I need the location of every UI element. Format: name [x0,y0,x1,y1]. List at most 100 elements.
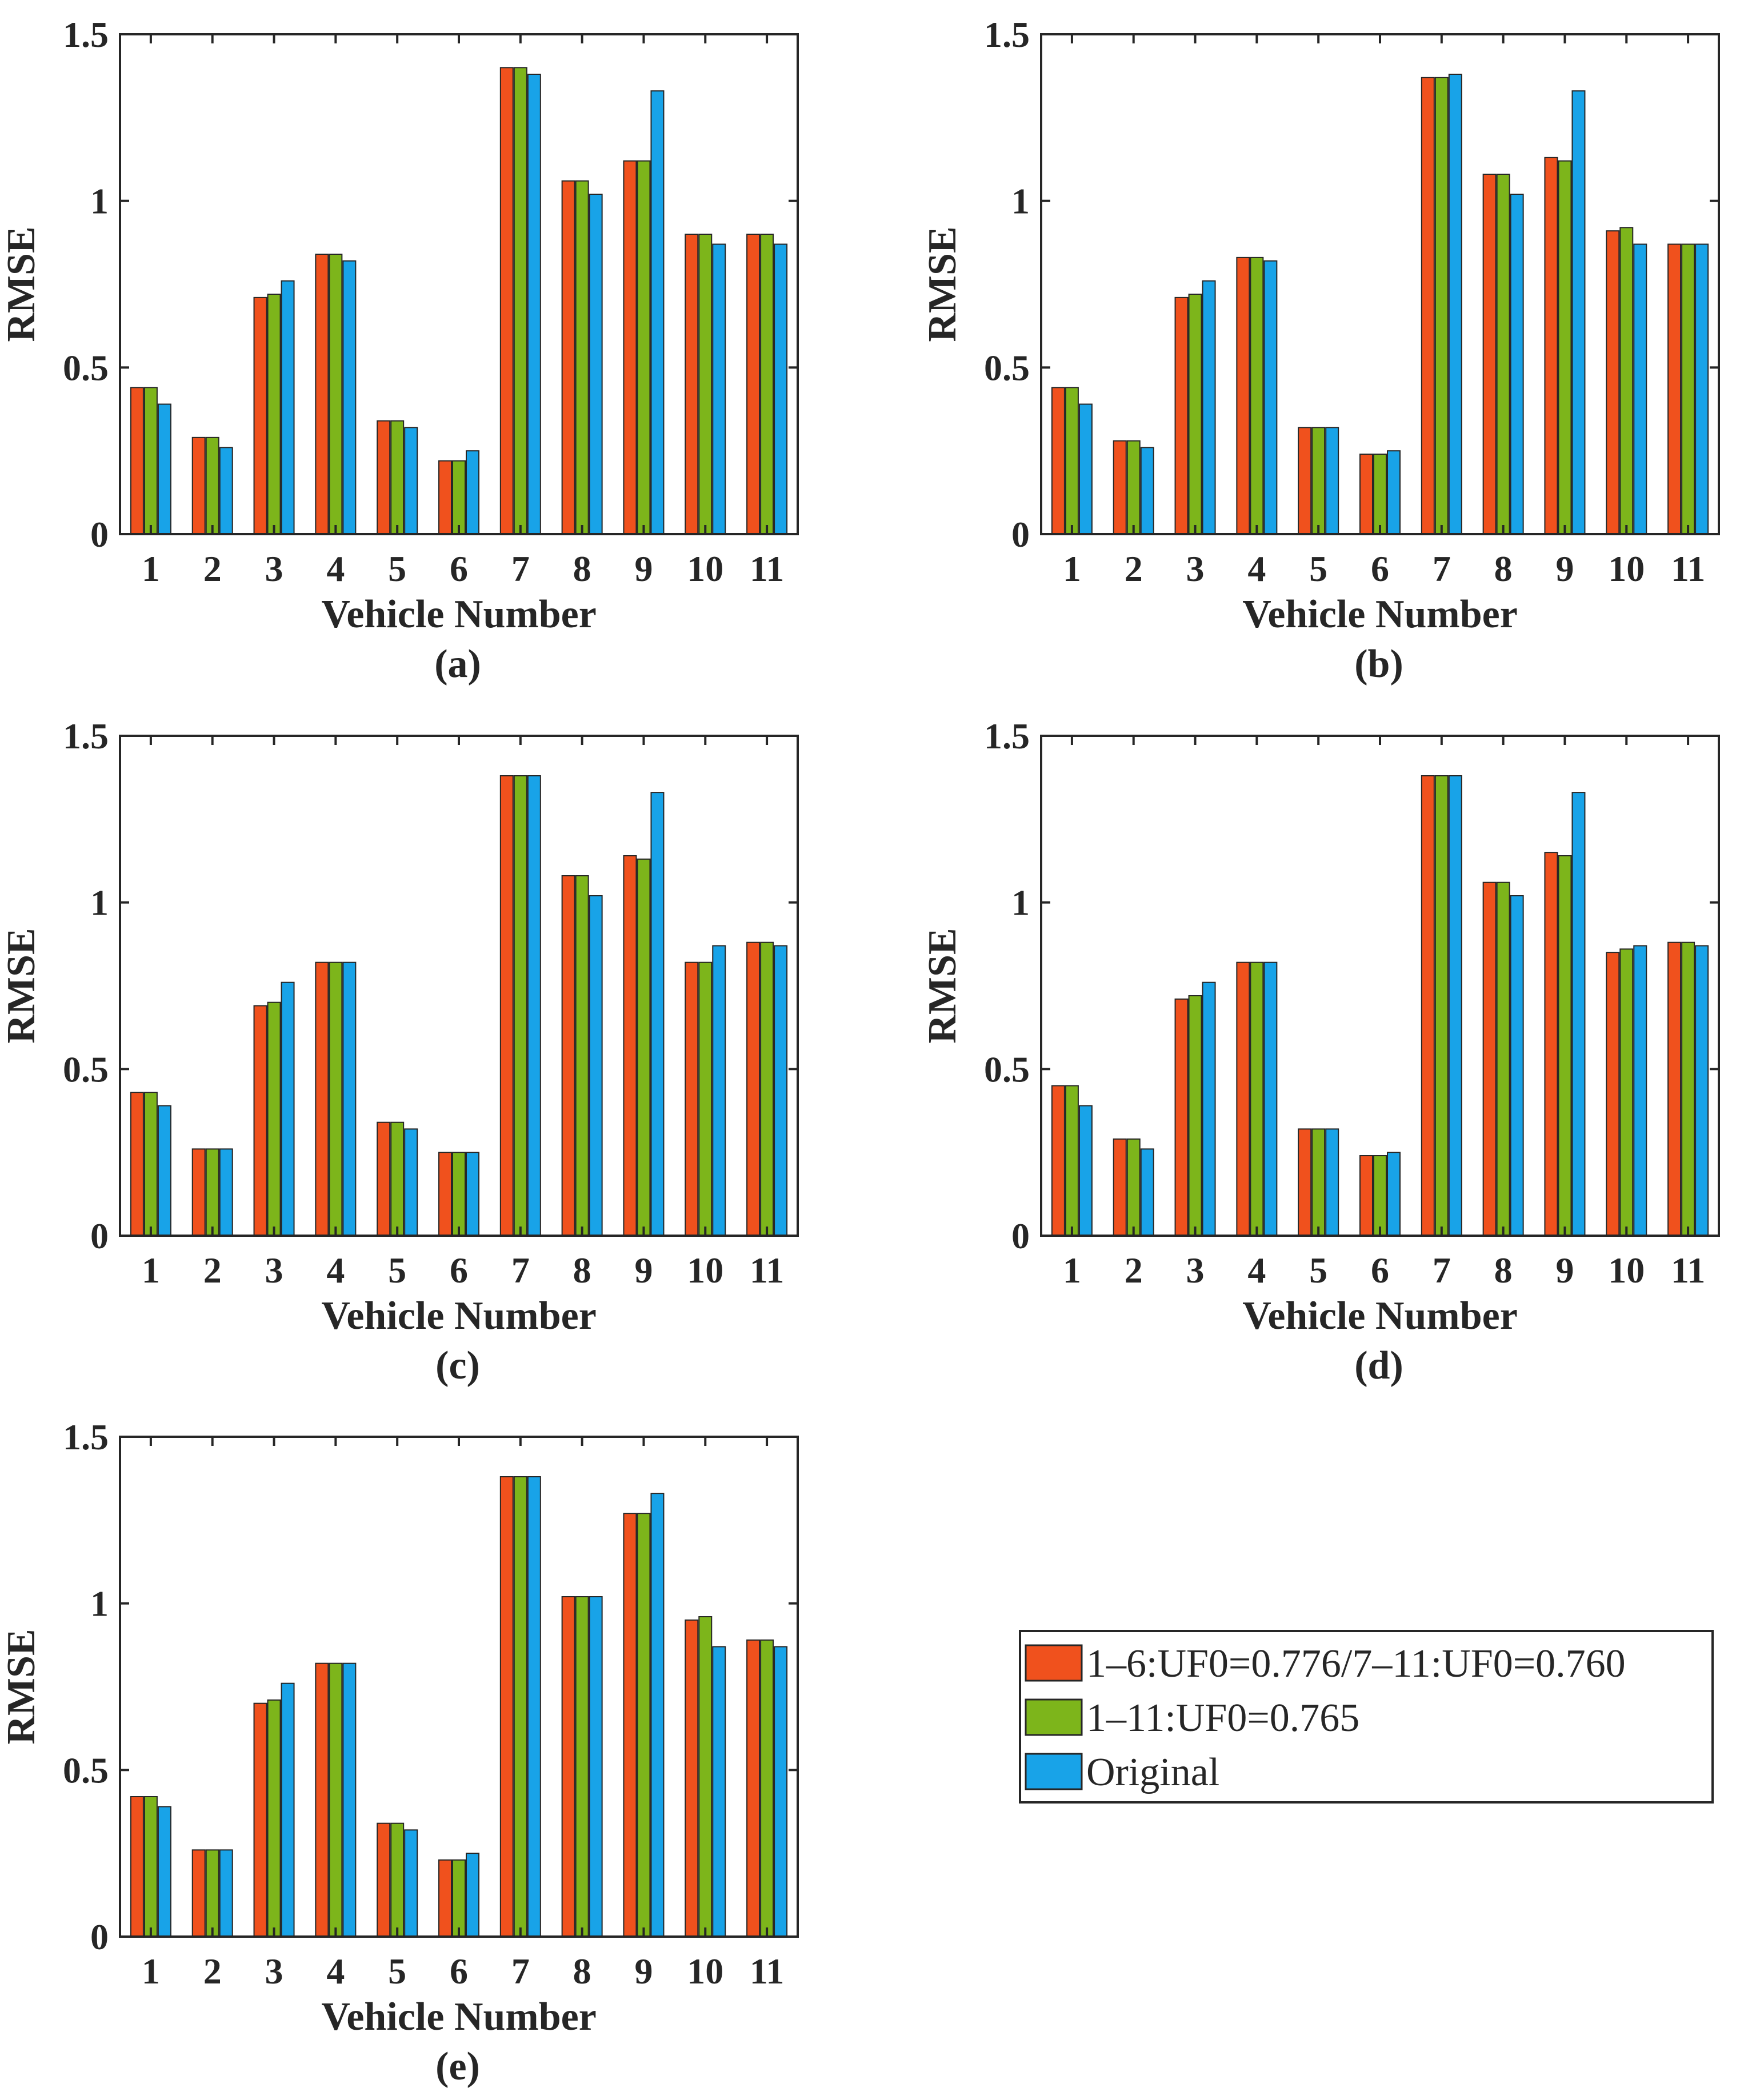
bar [143,1796,158,1937]
bar [1695,945,1709,1236]
bar [466,1853,479,1938]
bar [390,1822,405,1938]
bar [1250,257,1264,535]
y-tick-label: 1.5 [63,1417,109,1457]
chart-panel: 0 0.5 1 1.5 1 2 3 4 5 6 7 8 9 10 11 Vehicle Number RMSE (… [0,14,799,686]
bar [575,1596,589,1937]
bar [685,961,699,1236]
bar [1113,1138,1127,1237]
x-tick-label: 4 [326,1250,345,1291]
bar [513,67,527,535]
y-tick-label: 1 [90,883,109,923]
bar [1236,961,1250,1236]
y-axis-label: RMSE [0,226,43,342]
bar [253,296,267,535]
y-tick-label: 1 [90,181,109,222]
bar [685,1619,699,1937]
bar [281,981,295,1236]
bar [452,1859,466,1937]
bar [1482,881,1497,1236]
x-tick-label: 4 [1247,548,1266,589]
bar [561,1596,575,1937]
x-tick-label: 4 [326,1951,345,1991]
bar [623,160,637,535]
bar [1434,775,1449,1236]
x-tick-label: 11 [1671,1250,1705,1291]
x-tick-label: 9 [1555,1250,1574,1291]
x-tick-label: 11 [750,1250,784,1291]
x-tick-label: 6 [450,1250,468,1291]
bar [1387,1152,1401,1236]
bar [698,234,713,535]
bar [513,775,527,1236]
y-tick-label: 0 [1011,1216,1030,1256]
x-tick-label: 11 [750,548,784,589]
bar [499,1476,514,1937]
x-tick-label: 1 [142,548,160,589]
bar [650,792,665,1236]
bar [267,1001,281,1236]
y-tick-label: 1.5 [984,716,1030,756]
y-tick-label: 0.5 [63,347,109,388]
y-tick-label: 0 [90,1917,109,1957]
bar [1496,174,1510,535]
bar [205,1849,219,1937]
bar [1681,243,1695,535]
bar [191,436,206,535]
bar [1421,77,1435,535]
x-tick-label: 7 [1433,548,1451,589]
x-tick-label: 1 [142,1250,160,1291]
y-tick-label: 1.5 [63,716,109,756]
bar [698,961,713,1236]
bar [1311,1128,1326,1237]
bar [342,1662,357,1938]
bar [377,1121,391,1236]
x-tick-label: 11 [750,1951,784,1991]
bar [1202,981,1216,1236]
bar [589,194,603,535]
bar [760,941,774,1236]
x-tick-label: 2 [203,1250,222,1291]
y-axis-label: RMSE [0,928,43,1043]
bar [143,387,158,535]
x-tick-label: 6 [1371,1250,1389,1291]
x-tick-label: 9 [634,548,653,589]
bar [315,254,329,535]
bar [377,420,391,535]
x-tick-label: 5 [1309,548,1327,589]
legend-swatch-series1 [1025,1644,1083,1682]
bar [390,420,405,535]
bar [1298,1128,1312,1237]
bar [527,74,541,535]
bar [1448,775,1462,1236]
bar [157,403,171,535]
bar [1078,1105,1093,1236]
y-tick-label: 0 [90,1216,109,1256]
y-tick-label: 0.5 [63,1049,109,1089]
bar [390,1121,405,1236]
bar [342,961,357,1236]
bar [1695,243,1709,535]
bar [561,875,575,1236]
chart-panel: 0 0.5 1 1.5 1 2 3 4 5 6 7 8 9 10 11 Vehicle Number RMSE (… [921,716,1720,1388]
bar [219,1849,233,1937]
bar [1065,1085,1079,1236]
x-tick-label: 10 [687,1250,723,1291]
bar [589,895,603,1236]
x-tick-label: 8 [573,1250,591,1291]
x-tick-label: 5 [388,1951,406,1991]
bar [1298,427,1312,535]
bar [637,858,651,1237]
x-tick-label: 10 [1608,548,1645,589]
x-tick-label: 10 [687,1951,723,1991]
bar [698,1616,713,1937]
bar [205,1148,219,1237]
bar [342,260,357,535]
x-tick-label: 7 [511,548,530,589]
bar [281,280,295,535]
bar [1544,157,1558,535]
x-tick-label: 6 [1371,548,1389,589]
x-tick-label: 10 [687,548,723,589]
x-axis-label: Vehicle Number [1242,592,1518,636]
